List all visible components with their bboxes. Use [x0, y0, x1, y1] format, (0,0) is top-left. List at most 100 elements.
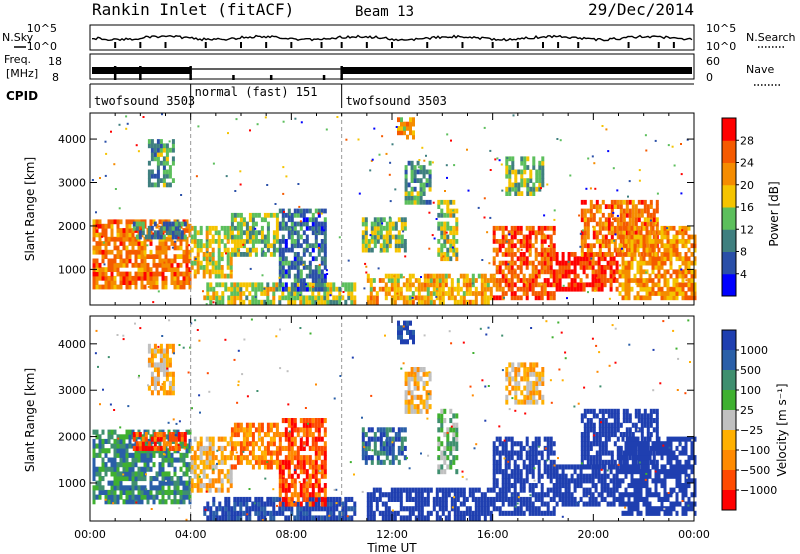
heatmap-cell: [619, 221, 623, 227]
heatmap-cell: [648, 295, 652, 301]
heatmap-cell: [308, 225, 312, 231]
heatmap-cell: [162, 234, 166, 240]
heatmap-cell: [361, 221, 365, 227]
heatmap-cell: [311, 515, 315, 521]
heatmap-cell: [95, 245, 99, 251]
heatmap-cell: [687, 265, 691, 270]
heatmap-cell: [101, 235, 103, 238]
heatmap-cell: [353, 286, 357, 292]
colorbar-swatch: [722, 273, 736, 297]
heatmap-cell: [113, 236, 117, 242]
heatmap-cell: [173, 466, 177, 472]
heatmap-cell: [249, 267, 252, 270]
heatmap-cell: [311, 273, 315, 279]
heatmap-cell: [492, 282, 496, 288]
heatmap-cell: [245, 295, 249, 301]
heatmap-cell: [450, 506, 454, 512]
heatmap-cell: [596, 276, 599, 279]
heatmap-cell: [296, 239, 300, 244]
heatmap-cell: [269, 243, 273, 249]
heatmap-cell: [606, 483, 610, 489]
heatmap-cell: [137, 275, 141, 281]
heatmap-cell: [149, 254, 153, 259]
heatmap-cell: [131, 262, 135, 268]
heatmap-cell: [486, 282, 490, 288]
heatmap-cell: [147, 182, 151, 188]
heatmap-cell: [594, 269, 598, 275]
heatmap-cell: [420, 282, 424, 288]
heatmap-cell: [638, 169, 641, 172]
heatmap-cell: [369, 492, 373, 498]
heatmap-cell: [147, 160, 151, 166]
heatmap-cell: [215, 282, 219, 288]
heatmap-cell: [417, 515, 421, 521]
heatmap-cell: [233, 295, 237, 301]
heatmap-cell: [373, 234, 377, 240]
heatmap-cell: [257, 515, 261, 521]
heatmap-cell: [400, 234, 404, 240]
heatmap-cell: [399, 273, 403, 279]
heatmap-cell: [405, 515, 409, 521]
heatmap-cell: [305, 217, 309, 223]
heatmap-cell: [158, 219, 162, 225]
heatmap-cell: [293, 282, 297, 288]
heatmap-cell: [226, 478, 230, 484]
heatmap-cell: [495, 469, 499, 475]
heatmap-cell: [581, 229, 584, 232]
heatmap-cell: [314, 299, 318, 305]
heatmap-cell: [224, 496, 228, 502]
heatmap-cell: [538, 178, 542, 183]
heatmap-cell: [549, 445, 553, 451]
heatmap-cell: [287, 273, 291, 279]
heatmap-cell: [296, 260, 300, 266]
heatmap-cell: [162, 357, 166, 363]
heatmap-cell: [193, 464, 197, 470]
heatmap-cell: [531, 506, 535, 512]
heatmap-cell: [167, 267, 171, 272]
heatmap-cell: [287, 450, 291, 456]
heatmap-cell: [220, 459, 224, 465]
heatmap-cell: [625, 230, 629, 236]
heatmap-cell: [323, 501, 327, 507]
heatmap-cell: [350, 506, 354, 512]
heatmap-cell: [233, 299, 237, 305]
heatmap-cell: [287, 436, 291, 442]
heatmap-cell: [579, 473, 583, 479]
heatmap-cell: [174, 240, 177, 243]
heatmap-cell: [314, 478, 318, 484]
heatmap-cell: [248, 432, 252, 438]
heatmap-cell: [467, 189, 470, 192]
heatmap-cell: [290, 501, 294, 507]
heatmap-cell: [443, 445, 447, 451]
heatmap-cell: [158, 241, 162, 246]
heatmap-cell: [239, 496, 243, 502]
heatmap-cell: [239, 427, 243, 433]
heatmap-cell: [495, 436, 499, 442]
heatmap-cell: [407, 371, 411, 377]
heatmap-cell: [519, 260, 523, 266]
heatmap-cell: [549, 291, 553, 296]
heatmap-cell: [179, 227, 182, 230]
heatmap-cell: [631, 208, 635, 214]
heatmap-cell: [312, 285, 314, 288]
heatmap-cell: [404, 191, 408, 196]
heatmap-cell: [251, 441, 255, 447]
heatmap-cell: [520, 178, 524, 183]
heatmap-cell: [422, 399, 426, 405]
heatmap-cell: [410, 404, 414, 410]
heatmap-cell: [552, 473, 556, 479]
heatmap-cell: [214, 230, 218, 236]
heatmap-cell: [299, 501, 303, 507]
heatmap-cell: [155, 223, 159, 229]
heatmap-cell: [156, 156, 160, 162]
heatmap-cell: [245, 441, 249, 447]
heatmap-cell: [378, 153, 381, 156]
heatmap-cell: [281, 469, 285, 475]
heatmap-cell: [215, 515, 219, 521]
heatmap-cell: [153, 343, 157, 349]
heatmap-cell: [586, 247, 590, 253]
heatmap-cell: [663, 252, 667, 257]
heatmap-cell: [549, 269, 553, 275]
heatmap-cell: [314, 455, 318, 461]
heatmap-cell: [206, 291, 210, 296]
